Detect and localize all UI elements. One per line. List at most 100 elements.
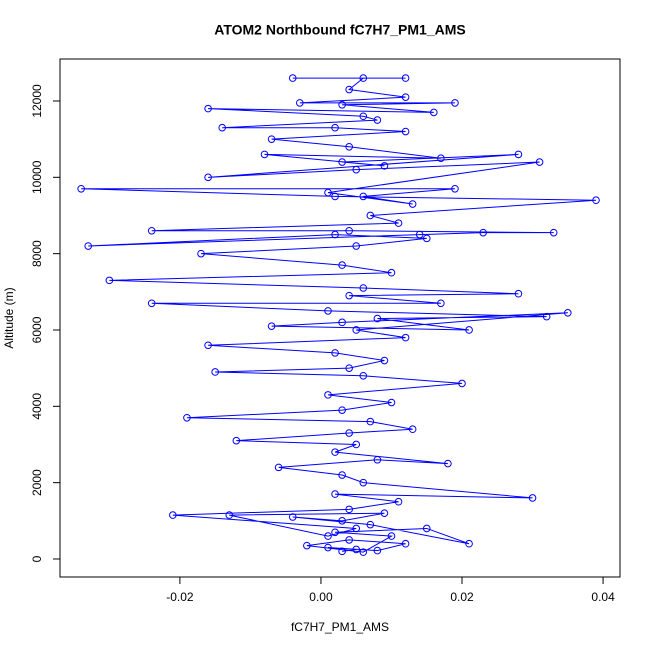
- data-point: [373, 455, 382, 464]
- data-point: [338, 318, 346, 327]
- data-point: [359, 284, 368, 292]
- y-tick-label: 12000: [30, 84, 44, 118]
- data-point: [437, 299, 445, 308]
- x-axis-label: fC7H7_PM1_AMS: [291, 620, 389, 634]
- data-point: [324, 532, 332, 540]
- y-tick-label: 8000: [30, 240, 44, 267]
- x-tick-label: -0.02: [166, 590, 194, 604]
- data-point: [105, 276, 114, 285]
- y-tick-label: 0: [30, 555, 44, 562]
- data-point: [380, 162, 389, 170]
- data-point: [437, 154, 445, 163]
- data-point: [331, 192, 339, 201]
- data-point: [359, 548, 368, 556]
- data-point: [564, 309, 572, 317]
- data-point: [331, 528, 339, 537]
- data-point: [225, 511, 234, 519]
- data-point: [408, 425, 417, 434]
- data-point: [204, 341, 212, 350]
- data-point: [380, 356, 389, 365]
- data-point: [352, 326, 361, 334]
- data-point: [197, 249, 205, 258]
- data-point: [77, 184, 85, 193]
- data-point: [338, 261, 346, 269]
- data-point: [169, 511, 177, 519]
- data-point: [514, 150, 523, 159]
- data-point: [373, 314, 382, 323]
- data-point: [352, 545, 361, 554]
- data-point: [288, 513, 297, 521]
- data-point: [267, 135, 276, 143]
- data-point: [84, 242, 93, 250]
- data-point: [422, 524, 431, 533]
- data-point: [387, 398, 396, 407]
- data-point: [465, 539, 473, 548]
- y-axis-label: Altitude (m): [2, 287, 16, 348]
- chart-title: ATOM2 Northbound fC7H7_PM1_AMS: [214, 22, 466, 38]
- data-point: [338, 158, 346, 166]
- data-point: [408, 200, 417, 208]
- data-point: [401, 539, 410, 548]
- data-point: [345, 364, 353, 372]
- data-point: [394, 219, 403, 227]
- data-point: [514, 289, 523, 298]
- data-point: [260, 150, 269, 159]
- x-tick-label: 0.02: [450, 590, 474, 604]
- data-point: [359, 478, 368, 487]
- x-tick-label: 0.04: [591, 590, 615, 604]
- data-point: [430, 108, 438, 117]
- data-point: [338, 471, 346, 479]
- data-point: [373, 116, 382, 124]
- data-point: [415, 230, 424, 239]
- data-point: [345, 142, 353, 151]
- data-point: [479, 228, 487, 237]
- data-point: [183, 413, 191, 422]
- data-point: [394, 497, 403, 506]
- data-point: [444, 459, 452, 468]
- data-point: [331, 230, 339, 239]
- data-point: [147, 226, 156, 235]
- data-point: [359, 112, 368, 121]
- data-point: [274, 463, 283, 472]
- data-point: [352, 440, 361, 449]
- data-point: [288, 74, 297, 82]
- data-point: [528, 494, 537, 502]
- data-point: [352, 165, 361, 174]
- data-point: [345, 291, 353, 300]
- data-point: [366, 211, 375, 220]
- data-point: [352, 242, 361, 250]
- data-point: [458, 379, 466, 388]
- data-point: [373, 546, 382, 555]
- data-point: [549, 228, 558, 237]
- data-point: [324, 188, 332, 197]
- data-point: [267, 322, 276, 330]
- data-line: [81, 77, 597, 553]
- data-point: [359, 371, 368, 380]
- data-point: [380, 509, 389, 517]
- data-point: [204, 104, 212, 113]
- data-point: [338, 406, 346, 414]
- data-point: [366, 417, 375, 426]
- y-tick-label: 2000: [30, 469, 44, 496]
- x-tick-label: 0.00: [309, 590, 333, 604]
- data-point: [401, 74, 410, 82]
- data-point: [422, 234, 431, 243]
- plot-frame: [59, 58, 621, 578]
- data-point: [331, 448, 339, 456]
- data-point: [338, 547, 346, 556]
- data-point: [465, 326, 473, 334]
- data-point: [592, 196, 600, 205]
- data-point: [303, 541, 311, 550]
- data-point: [401, 127, 410, 136]
- data-point: [366, 520, 375, 529]
- data-point: [324, 307, 332, 315]
- data-point: [331, 349, 339, 357]
- data-point: [387, 532, 396, 540]
- data-point: [331, 490, 339, 498]
- data-point: [387, 268, 396, 277]
- y-tick-label: 6000: [30, 316, 44, 343]
- data-point: [401, 333, 410, 342]
- y-tick-label: 10000: [30, 160, 44, 194]
- data-point: [147, 299, 156, 308]
